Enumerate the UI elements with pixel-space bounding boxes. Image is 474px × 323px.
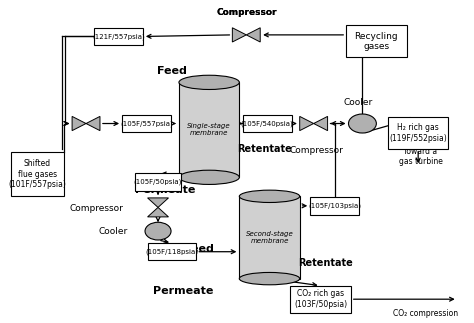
Polygon shape	[232, 28, 246, 42]
Text: Cooler: Cooler	[343, 99, 373, 108]
Text: Permeate: Permeate	[135, 185, 195, 195]
Text: Compressor: Compressor	[216, 8, 276, 17]
Text: Compressor: Compressor	[216, 8, 276, 17]
Text: Toward a
gas turbine: Toward a gas turbine	[399, 147, 442, 166]
Text: (105F/103psia): (105F/103psia)	[308, 203, 361, 209]
Ellipse shape	[179, 75, 239, 89]
Bar	[135, 173, 181, 191]
Text: CO₂ rich gas
(103F/50psia): CO₂ rich gas (103F/50psia)	[294, 289, 347, 309]
Bar	[243, 115, 292, 132]
Text: Retentate: Retentate	[298, 258, 353, 268]
Ellipse shape	[239, 190, 300, 203]
Bar	[179, 82, 239, 177]
Text: Cooler: Cooler	[99, 227, 128, 236]
Text: (105F/118psia): (105F/118psia)	[146, 248, 199, 255]
Text: (105F/540psia): (105F/540psia)	[241, 120, 293, 127]
Bar	[147, 243, 196, 260]
Text: Second-stage
membrane: Second-stage membrane	[246, 231, 293, 244]
Polygon shape	[300, 116, 314, 130]
Text: Single-stage
membrane: Single-stage membrane	[187, 123, 231, 136]
Circle shape	[348, 114, 376, 133]
Text: Compressor: Compressor	[69, 204, 123, 214]
Text: H₂ rich gas
(119F/552psia): H₂ rich gas (119F/552psia)	[389, 123, 447, 143]
Text: Feed: Feed	[184, 244, 214, 254]
Bar	[310, 197, 359, 214]
Text: Shifted
flue gases
(101F/557psia): Shifted flue gases (101F/557psia)	[9, 159, 66, 189]
Text: CO₂ compression: CO₂ compression	[392, 309, 457, 318]
Text: (105F/50psia): (105F/50psia)	[134, 179, 182, 185]
Ellipse shape	[179, 170, 239, 184]
Text: Retentate: Retentate	[237, 144, 292, 154]
Text: Feed: Feed	[157, 66, 187, 76]
Bar	[239, 196, 300, 279]
Bar	[291, 286, 351, 313]
Bar	[388, 117, 448, 149]
Bar	[94, 28, 143, 45]
Text: (105F/557psia): (105F/557psia)	[120, 120, 173, 127]
Text: Compressor: Compressor	[289, 146, 343, 155]
Ellipse shape	[239, 272, 300, 285]
Polygon shape	[147, 207, 168, 217]
Text: Permeate: Permeate	[154, 286, 214, 296]
Circle shape	[145, 222, 171, 240]
Bar	[346, 26, 407, 57]
Polygon shape	[86, 116, 100, 130]
Text: Recycling
gases: Recycling gases	[355, 32, 398, 51]
Bar	[122, 115, 171, 132]
Polygon shape	[147, 198, 168, 207]
Polygon shape	[246, 28, 260, 42]
Bar	[10, 152, 64, 196]
Text: (121F/557psia): (121F/557psia)	[92, 33, 145, 40]
Polygon shape	[314, 116, 328, 130]
Polygon shape	[72, 116, 86, 130]
